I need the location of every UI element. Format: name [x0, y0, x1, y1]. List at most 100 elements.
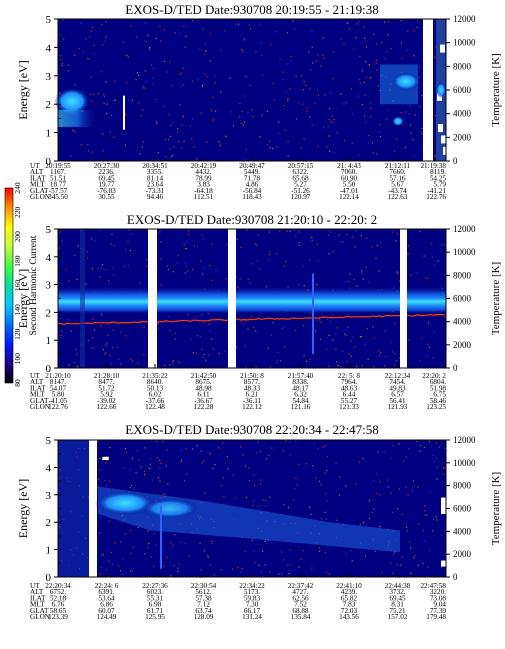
orbit-value: 49.83: [389, 384, 406, 392]
noise-dot: [417, 486, 419, 488]
noise-dot: [212, 96, 214, 99]
noise-dot: [328, 135, 330, 137]
noise-dot: [86, 251, 88, 253]
noise-dot: [329, 108, 331, 110]
noise-dot: [409, 541, 411, 543]
noise-dot: [388, 486, 390, 488]
noise-dot: [106, 344, 108, 346]
noise-dot: [421, 337, 423, 339]
noise-dot: [130, 233, 132, 235]
y-tick-label: 5: [46, 224, 52, 236]
noise-dot: [390, 47, 392, 49]
noise-dot: [365, 60, 367, 63]
noise-dot: [180, 459, 182, 461]
row-label: GLON: [30, 193, 51, 201]
noise-dot: [426, 355, 428, 357]
noise-dot: [311, 30, 313, 32]
noise-dot: [317, 54, 319, 56]
noise-dot: [191, 138, 193, 140]
noise-dot: [399, 280, 401, 282]
noise-dot: [426, 343, 428, 345]
noise-dot: [179, 104, 181, 106]
noise-dot: [423, 255, 425, 257]
orbit-value: 20:57:15: [288, 162, 314, 170]
noise-dot: [241, 568, 243, 570]
noise-dot: [298, 566, 300, 568]
noise-dot: [386, 109, 388, 111]
noise-dot: [350, 355, 352, 357]
y-tick-label: 3: [46, 71, 52, 83]
noise-dot: [130, 552, 132, 555]
noise-dot: [255, 331, 257, 333]
noise-dot: [108, 280, 110, 282]
noise-dot: [206, 75, 208, 78]
orbit-value: 8147.: [50, 378, 66, 386]
orbit-value: 7.83: [343, 601, 356, 609]
noise-dot: [322, 37, 324, 39]
noise-dot: [386, 118, 388, 120]
orbit-value: 345.50: [48, 193, 68, 201]
orbit-value: 122.76: [48, 403, 68, 411]
noise-dot: [372, 152, 374, 154]
noise-dot: [135, 472, 137, 474]
noise-dot: [332, 77, 334, 80]
noise-dot: [160, 258, 162, 260]
noise-dot: [363, 81, 365, 83]
noise-dot: [328, 334, 330, 336]
noise-dot: [302, 324, 305, 327]
orbit-value: 7060.: [341, 168, 357, 176]
noise-dot: [78, 48, 80, 50]
noise-dot: [256, 244, 258, 246]
noise-dot: [381, 571, 383, 573]
orbit-value: 69.45: [389, 594, 406, 602]
noise-dot: [271, 447, 273, 449]
noise-dot: [424, 505, 426, 507]
noise-dot: [295, 235, 297, 237]
noise-dot: [212, 467, 214, 469]
noise-dot: [386, 51, 388, 53]
noise-dot: [378, 526, 381, 528]
noise-dot: [235, 23, 237, 25]
noise-dot: [441, 244, 443, 246]
orbit-value: 5.80: [52, 391, 65, 399]
noise-dot: [410, 547, 412, 549]
noise-dot: [413, 557, 415, 559]
noise-dot: [435, 457, 437, 459]
orbit-value: 122.12: [242, 403, 262, 411]
noise-dot: [90, 76, 92, 78]
noise-dot: [379, 494, 381, 496]
colorbar-tick-label: 240: [13, 182, 22, 194]
noise-dot: [201, 85, 203, 87]
noise-dot: [298, 101, 300, 104]
noise-dot: [401, 71, 403, 73]
noise-dot: [207, 555, 209, 557]
noise-dot: [244, 320, 246, 322]
noise-dot: [344, 139, 346, 142]
noise-dot: [355, 230, 357, 232]
noise-dot: [192, 269, 194, 271]
noise-dot: [259, 23, 261, 25]
noise-dot: [320, 483, 322, 485]
orbit-value: 20:49:47: [239, 162, 265, 170]
noise-dot: [255, 51, 257, 53]
noise-dot: [214, 464, 216, 466]
noise-dot: [413, 55, 415, 57]
orbit-value: 21:19:38: [420, 162, 446, 170]
noise-dot: [193, 245, 195, 247]
y2-tick-label: 0: [453, 156, 458, 166]
noise-dot: [424, 510, 426, 512]
noise-dot: [414, 554, 416, 557]
noise-dot: [100, 71, 102, 73]
noise-dot: [288, 573, 290, 575]
noise-dot: [208, 323, 211, 325]
orbit-value: 128.09: [194, 613, 214, 621]
orbit-value: 19.77: [98, 181, 115, 189]
noise-dot: [131, 457, 133, 459]
noise-dot: [373, 508, 375, 510]
noise-dot: [171, 85, 173, 87]
noise-dot: [160, 40, 162, 42]
orbit-value: 4.86: [246, 181, 259, 189]
noise-dot: [93, 329, 96, 331]
noise-dot: [99, 458, 101, 460]
noise-dot: [142, 141, 144, 143]
